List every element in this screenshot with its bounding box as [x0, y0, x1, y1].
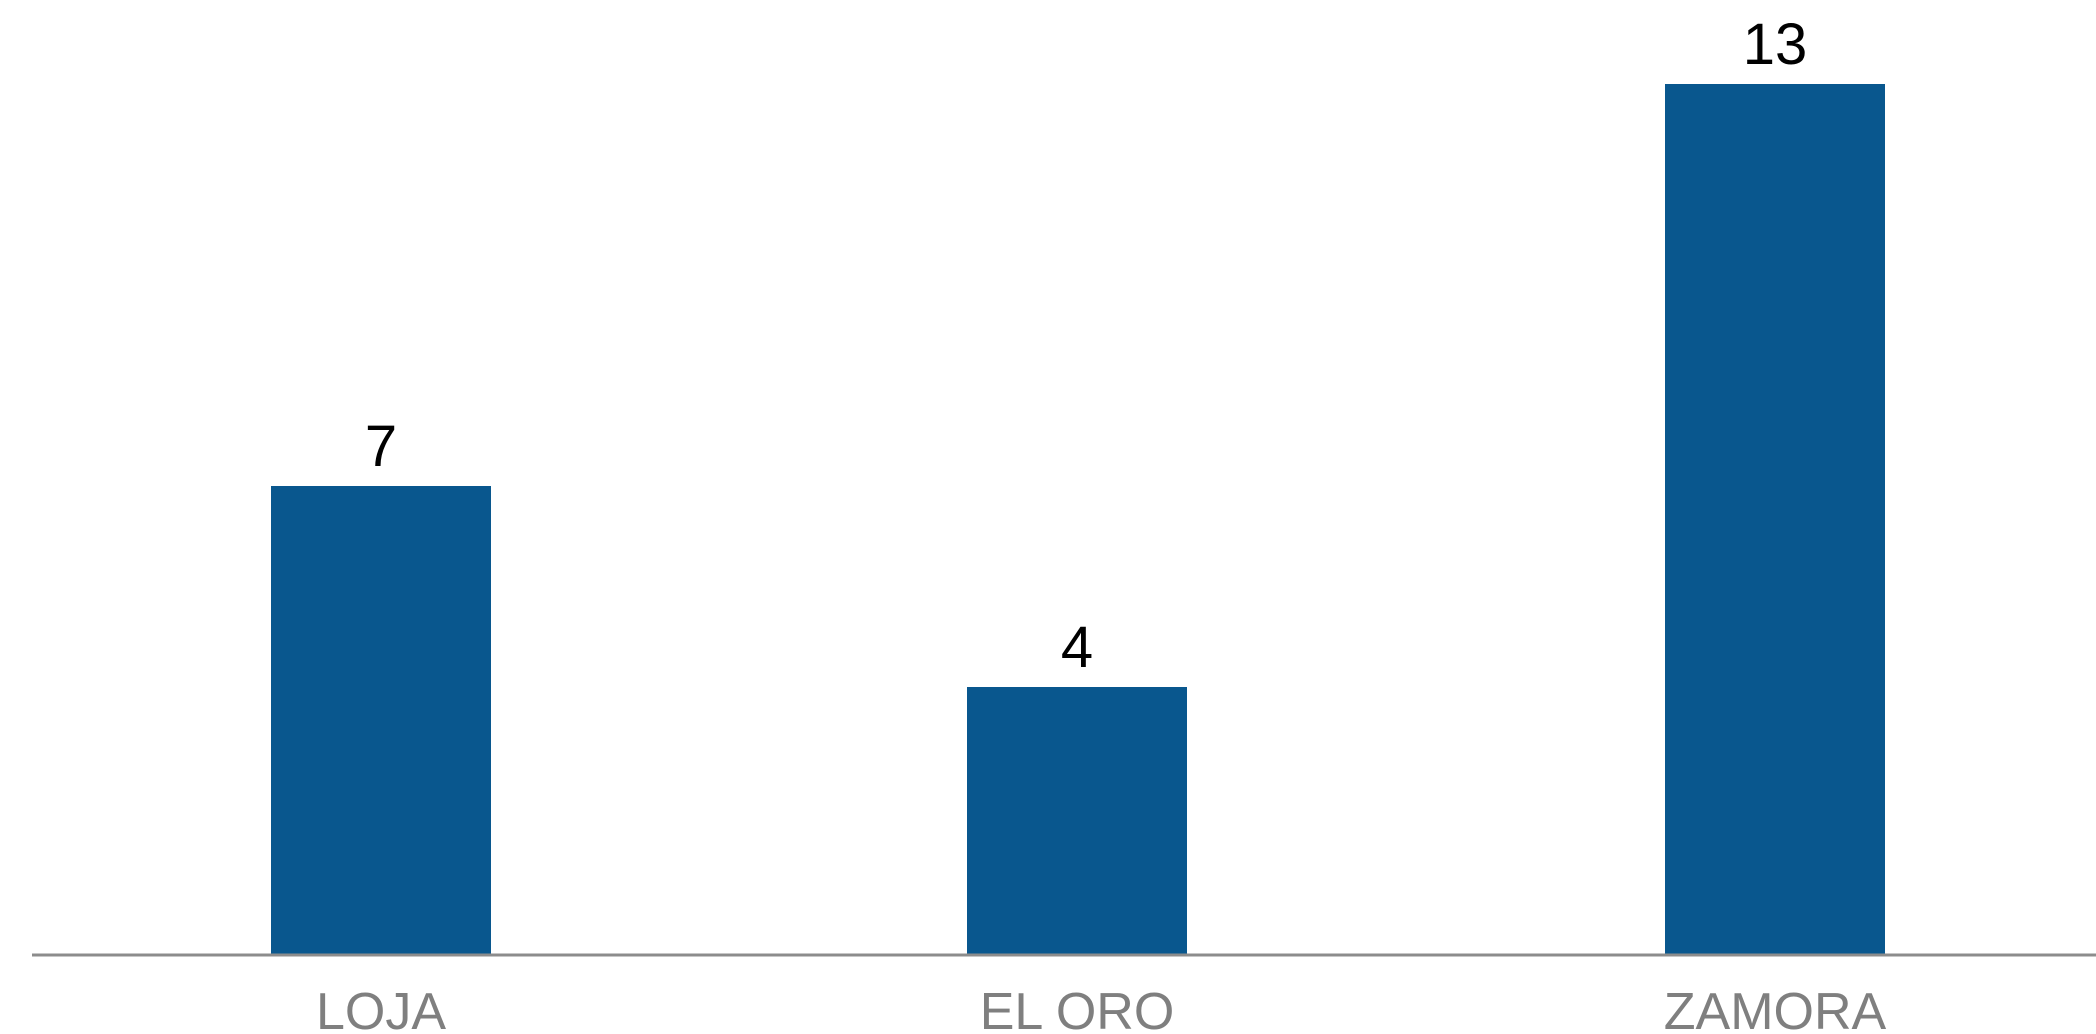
x-tick-label-loja: LOJA: [316, 983, 446, 1034]
x-tick-label-zamora: ZAMORA: [1664, 983, 1887, 1034]
bar-el-oro: [967, 687, 1187, 955]
data-label-loja: 7: [365, 414, 397, 479]
data-label-zamora: 13: [1743, 12, 1808, 77]
x-tick-labels-group: LOJA EL ORO ZAMORA: [316, 983, 1887, 1034]
bar-loja: [271, 486, 491, 955]
bars-group: [271, 84, 1885, 955]
bar-zamora: [1665, 84, 1885, 955]
value-labels-group: 7 4 13: [365, 12, 1807, 680]
x-tick-label-el-oro: EL ORO: [980, 983, 1175, 1034]
data-label-el-oro: 4: [1061, 615, 1093, 680]
